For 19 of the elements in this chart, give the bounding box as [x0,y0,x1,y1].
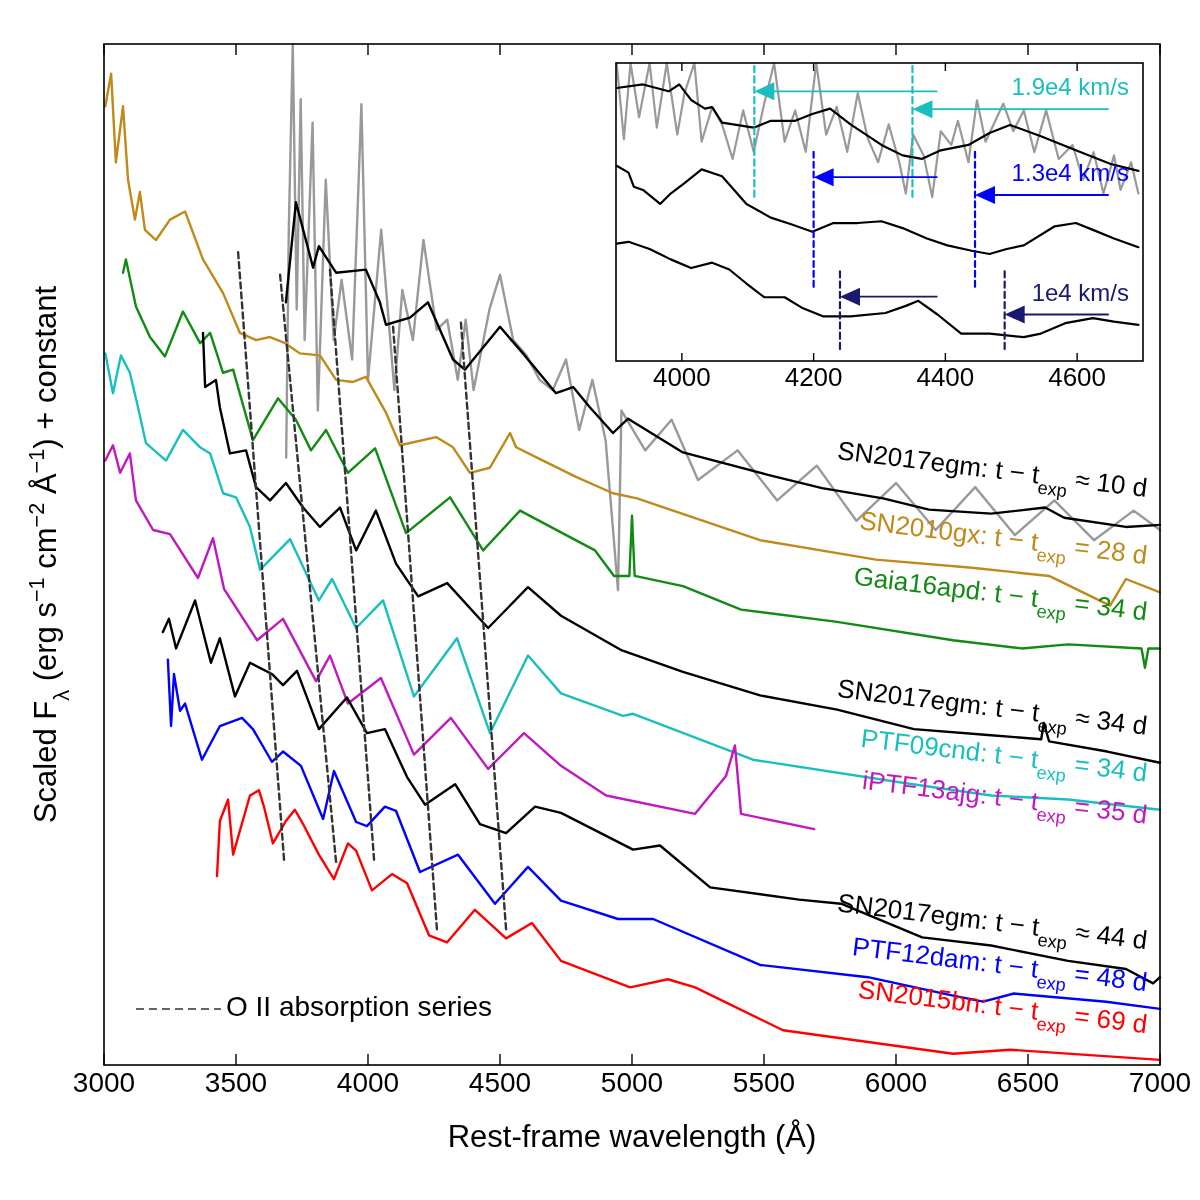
x-tick-label: 4500 [468,1066,532,1098]
x-tick-label: 7000 [1128,1066,1192,1098]
x-tick-label: 3500 [204,1066,268,1098]
x-tick-label: 6000 [864,1066,928,1098]
x-tick-label: 4400 [916,361,975,392]
x-tick-label: 5000 [600,1066,664,1098]
x-tick-label: 5500 [732,1066,796,1098]
annotation: 1.3e4 km/s [1011,159,1129,187]
x-tick-label: 4200 [784,361,843,392]
legend-label: O II absorption series [226,991,493,1023]
annotation: 1e4 km/s [1031,278,1129,306]
x-axis-title: Rest-frame wavelength (Å) [447,1119,817,1154]
text: SN2017egm: t − t$_{exp}$ ≈ 10 d [835,435,1149,503]
x-tick-label: 6500 [996,1066,1060,1098]
x-tick-label: 3000 [72,1066,136,1098]
x-tick-label: 4600 [1048,361,1107,392]
x-tick-label: 4000 [652,361,711,392]
x-tick-label: 4000 [336,1066,400,1098]
annotation: 1.9e4 km/s [1011,73,1129,101]
